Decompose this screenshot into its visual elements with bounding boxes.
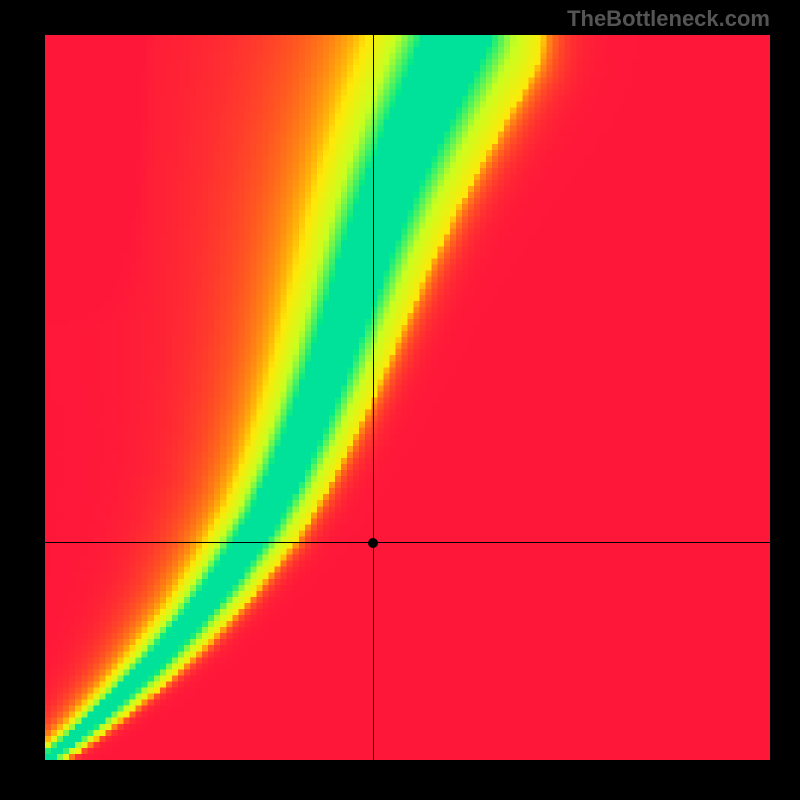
crosshair-horizontal (45, 542, 770, 543)
chart-container: TheBottleneck.com (0, 0, 800, 800)
data-point-marker (368, 538, 378, 548)
watermark-text: TheBottleneck.com (567, 6, 770, 32)
heatmap-canvas (45, 35, 770, 760)
crosshair-vertical (373, 35, 374, 760)
